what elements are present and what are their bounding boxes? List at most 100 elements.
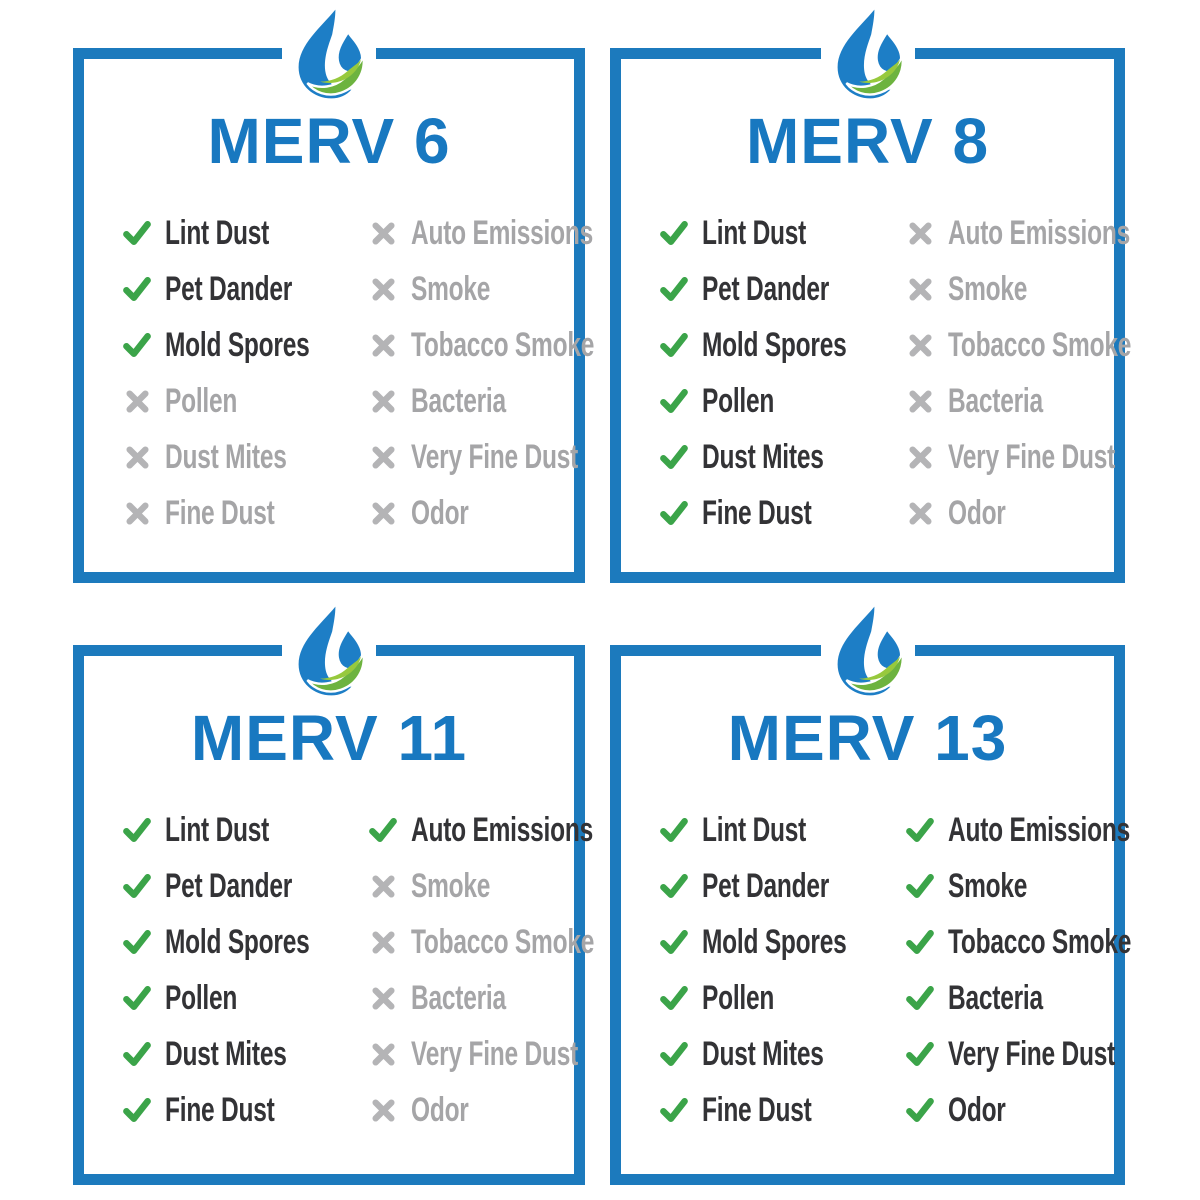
filter-item: Lint Dust (120, 205, 366, 261)
check-icon (903, 869, 937, 903)
border-notch (282, 48, 376, 59)
filter-item: Lint Dust (657, 205, 903, 261)
x-icon (903, 384, 937, 418)
check-icon (120, 328, 154, 362)
check-icon (903, 1093, 937, 1127)
filter-item-label: Odor (411, 1091, 469, 1129)
filter-item-label: Bacteria (948, 979, 1043, 1017)
filter-item: Smoke (903, 858, 1200, 914)
filter-item-label: Fine Dust (165, 494, 275, 532)
panel-title: MERV 6 (207, 105, 451, 177)
filter-item: Pet Dander (120, 858, 366, 914)
check-icon (120, 1037, 154, 1071)
check-icon (903, 1037, 937, 1071)
filter-item-label: Fine Dust (702, 1091, 812, 1129)
filter-item: Lint Dust (657, 802, 903, 858)
filter-item-label: Pet Dander (702, 270, 830, 308)
border-notch (282, 645, 376, 656)
filter-item: Auto Emissions (366, 802, 665, 858)
check-icon (657, 328, 691, 362)
filter-item-label: Bacteria (411, 382, 506, 420)
check-icon (657, 216, 691, 250)
filter-item: Pet Dander (657, 261, 903, 317)
filter-item-label: Tobacco Smoke (948, 326, 1132, 364)
check-icon (657, 869, 691, 903)
filter-item-label: Auto Emissions (411, 811, 593, 849)
filter-item: Very Fine Dust (366, 1026, 665, 1082)
x-icon (366, 216, 400, 250)
x-icon (366, 496, 400, 530)
filter-item-label: Mold Spores (165, 326, 310, 364)
x-icon (366, 328, 400, 362)
x-icon (903, 272, 937, 306)
panel-title: MERV 8 (745, 105, 990, 177)
filter-item-label: Odor (411, 494, 469, 532)
filter-item: Mold Spores (657, 317, 903, 373)
x-icon (903, 440, 937, 474)
filter-item-label: Pet Dander (165, 270, 293, 308)
check-icon (903, 981, 937, 1015)
filter-item: Pet Dander (120, 261, 366, 317)
x-icon (366, 981, 400, 1015)
panel-title: MERV 13 (727, 702, 1008, 774)
filter-item-label: Pet Dander (702, 867, 830, 905)
filter-item: Tobacco Smoke (903, 317, 1200, 373)
filter-item: Mold Spores (120, 914, 366, 970)
filter-item: Bacteria (903, 970, 1200, 1026)
filter-item-label: Smoke (411, 867, 491, 905)
check-icon (657, 925, 691, 959)
filter-item-label: Dust Mites (702, 438, 824, 476)
check-icon (120, 216, 154, 250)
filter-item: Very Fine Dust (903, 429, 1200, 485)
filter-item: Lint Dust (120, 802, 366, 858)
filter-item-label: Odor (948, 494, 1006, 532)
merv-13-panel: MERV 13 Lint Dust Pet Dander Mold Spores… (610, 606, 1131, 1185)
filter-item: Dust Mites (120, 1026, 366, 1082)
filter-item-label: Pet Dander (165, 867, 293, 905)
filter-item-label: Very Fine Dust (948, 438, 1116, 476)
filter-item: Fine Dust (657, 485, 903, 541)
x-icon (366, 869, 400, 903)
filter-item-label: Lint Dust (702, 811, 807, 849)
x-icon (366, 1037, 400, 1071)
flame-leaf-logo (827, 605, 909, 701)
merv-8-panel: MERV 8 Lint Dust Pet Dander Mold Spores … (610, 9, 1131, 583)
check-icon (657, 384, 691, 418)
filter-item-label: Auto Emissions (948, 811, 1130, 849)
filter-item: Tobacco Smoke (366, 317, 665, 373)
filter-item: Pollen (657, 373, 903, 429)
filter-item: Very Fine Dust (903, 1026, 1200, 1082)
check-icon (903, 813, 937, 847)
x-icon (366, 925, 400, 959)
filter-item-label: Bacteria (411, 979, 506, 1017)
filter-item-label: Pollen (165, 979, 238, 1017)
filter-item: Fine Dust (120, 485, 366, 541)
flame-leaf-logo (288, 8, 370, 104)
check-icon (657, 272, 691, 306)
filter-item-label: Mold Spores (702, 923, 847, 961)
filter-item: Odor (903, 1082, 1200, 1138)
filter-item-label: Smoke (411, 270, 491, 308)
filter-item: Auto Emissions (903, 205, 1200, 261)
filter-item-label: Lint Dust (702, 214, 807, 252)
filter-item: Bacteria (366, 373, 665, 429)
merv-6-panel: MERV 6 Lint Dust Pet Dander Mold Spores … (73, 9, 594, 583)
filter-item-label: Smoke (948, 270, 1028, 308)
filter-item: Smoke (366, 858, 665, 914)
filter-item-label: Very Fine Dust (948, 1035, 1116, 1073)
check-icon (657, 813, 691, 847)
filter-item-label: Tobacco Smoke (411, 326, 595, 364)
filter-item: Odor (366, 485, 665, 541)
border-notch (820, 48, 915, 59)
x-icon (366, 384, 400, 418)
flame-leaf-logo (288, 605, 370, 701)
x-icon (366, 440, 400, 474)
filter-item: Fine Dust (120, 1082, 366, 1138)
check-icon (120, 813, 154, 847)
check-icon (120, 869, 154, 903)
check-icon (120, 1093, 154, 1127)
filter-item-label: Very Fine Dust (411, 438, 579, 476)
x-icon (366, 272, 400, 306)
filter-item-label: Auto Emissions (948, 214, 1130, 252)
x-icon (903, 216, 937, 250)
